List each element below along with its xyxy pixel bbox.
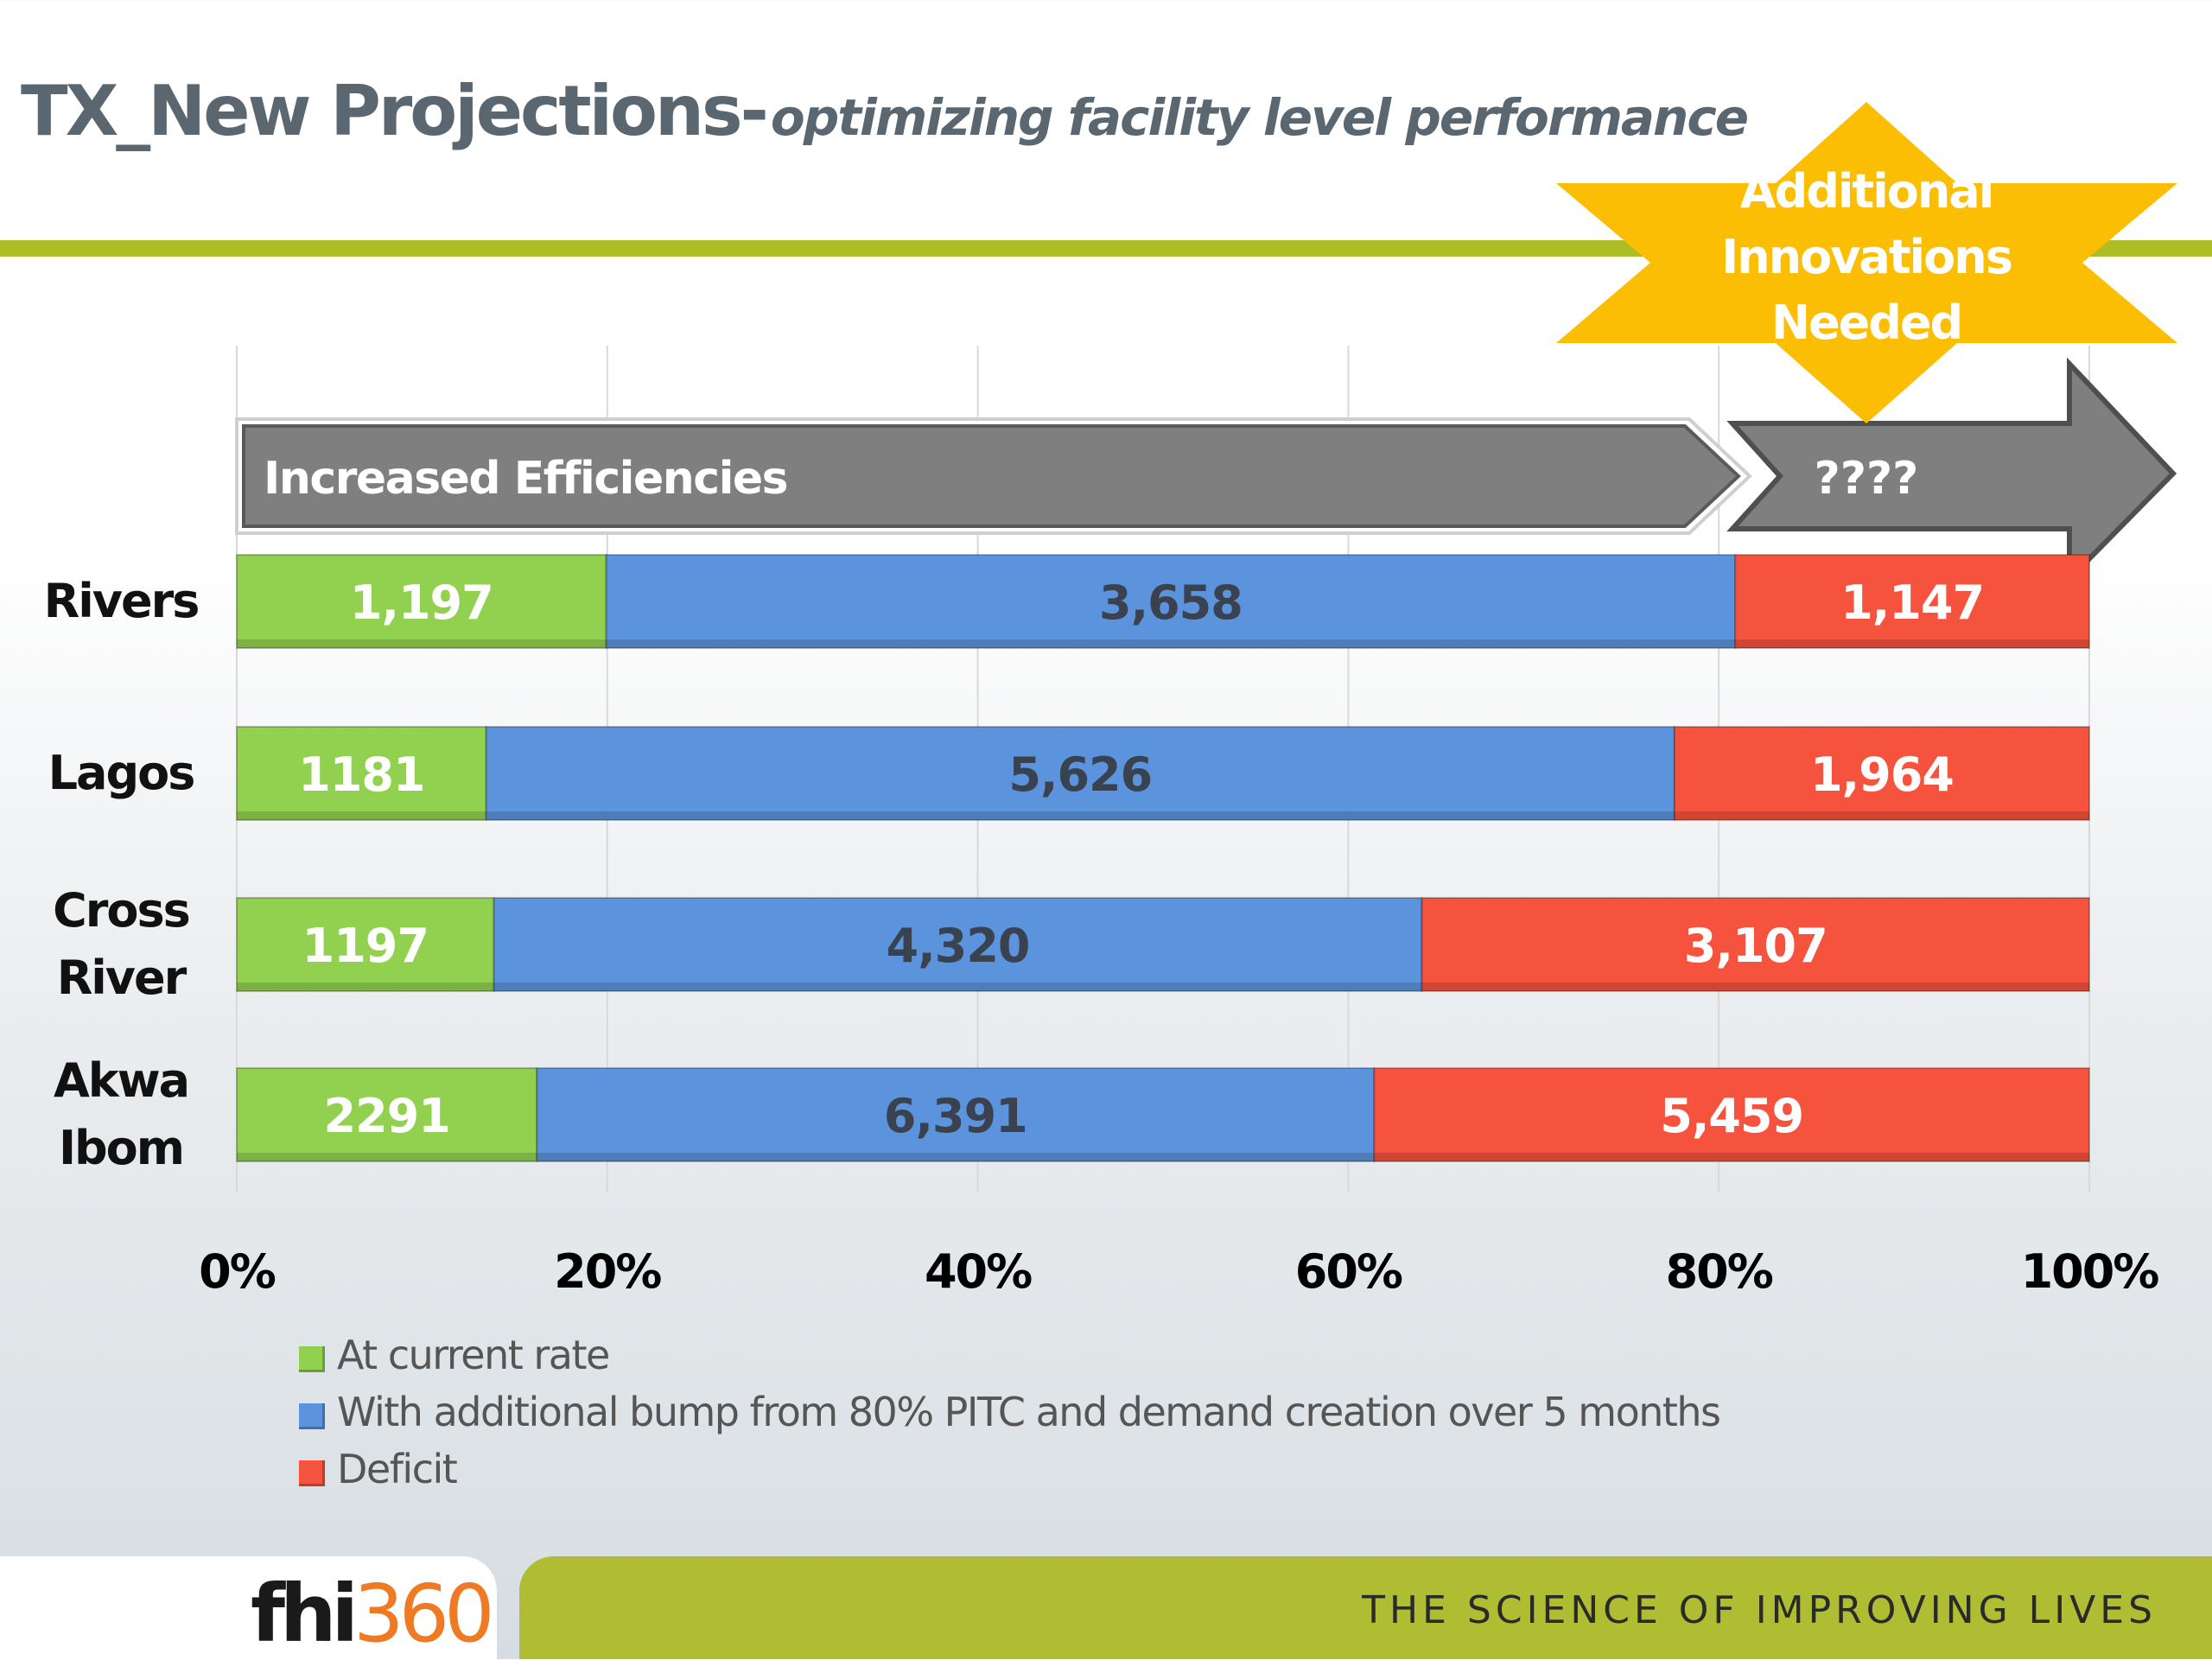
bar-bevel [237,811,486,820]
bar-data-label: 5,626 [1008,747,1152,802]
fhi360-logo: fhi360 [251,1568,495,1660]
x-tick-label: 40% [925,1244,1032,1299]
footer-logo-panel [0,1556,497,1659]
arrow-label: Increased Efficiencies [264,453,787,505]
bar-data-label: 1,964 [1810,747,1954,802]
bar-data-label: 1197 [302,919,429,973]
category-label: Cross River [53,883,191,1005]
bars: 1,197 3,658 1,147 1181 5,626 1,964 1197 4,320 3,… [236,554,2091,1162]
star-text-line: Needed [1771,296,1961,350]
footer-band [519,1556,2212,1659]
bar-segment [536,1067,1376,1162]
logo-360: 360 [353,1568,495,1660]
legend-label: With additional bump from 80% PITC and d… [337,1389,1721,1435]
bar-bevel [1674,811,2089,820]
bar-data-label: 2291 [324,1089,450,1143]
bar-bevel [606,639,1736,648]
bar-segment [1373,1067,2090,1162]
bar-segment [605,554,1737,649]
increased-efficiencies-arrow: Increased Efficiencies [235,417,1752,535]
annotation-arrows: Increased Efficiencies???? [235,357,2177,586]
logo-fhi: fhi [251,1568,359,1660]
legend-swatch-green [299,1346,325,1372]
bar-segment [236,1067,538,1162]
arrow-shape [242,424,1741,528]
bar-segment [236,726,487,821]
bar-bevel [1735,639,2089,648]
bar-data-label: 1,147 [1840,576,1984,630]
bar-segment [236,897,495,992]
bar-data-label: 3,107 [1684,919,1827,973]
arrow-shape [1726,357,2177,586]
innovation-star-badge: Additional Innovations Needed [1556,102,2177,423]
bar-data-label: 6,391 [884,1089,1027,1143]
bar-segment [493,897,1423,992]
legend-swatch-blue [299,1403,325,1429]
x-tick-label: 100% [2021,1244,2159,1299]
category-label: Rivers [43,574,200,628]
x-axis-ticks: 0% 20% 40% 60% 80% 100% [199,1244,2160,1299]
x-tick-label: 80% [1666,1244,1773,1299]
bar-bevel [486,811,1675,820]
legend-label: At current rate [337,1332,610,1378]
chart-legend: At current rate With additional bump fro… [299,1326,1721,1498]
bar-data-label: 4,320 [887,919,1030,973]
bar-bevel [1421,983,2089,991]
legend-swatch-red [299,1460,325,1486]
question-arrow: ???? [1726,357,2177,586]
star-text-line: Additional [1740,164,1993,219]
title-main: TX_New Projections- [21,71,769,151]
x-tick-label: 60% [1295,1244,1402,1299]
bar-segment [485,726,1675,821]
bar-data-label: 5,459 [1660,1089,1803,1143]
bar-segment [1673,726,2091,821]
footer-tagline: THE SCIENCE OF IMPROVING LIVES [1362,1588,2157,1632]
star-text-line: Innovations [1721,230,2012,284]
legend-item-current-rate: At current rate [299,1326,1720,1383]
slide-title: TX_New Projections- optimizing facility … [21,71,1749,151]
arrow-label: ???? [1815,453,1919,505]
legend-item-additional-bump: With additional bump from 80% PITC and d… [299,1383,1721,1441]
bar-bevel [237,639,607,648]
bar-bevel [237,983,494,991]
bar-bevel [537,1153,1375,1161]
legend-item-deficit: Deficit [299,1441,1720,1498]
x-tick-label: 0% [199,1244,276,1299]
title-subtitle: optimizing facility level performance [770,88,1749,147]
category-label: Lagos [48,746,196,800]
bar-data-label: 3,658 [1099,576,1243,630]
bar-segment [1734,554,2091,649]
x-tick-label: 20% [554,1244,661,1299]
bar-bevel [237,1153,537,1161]
bar-data-label: 1,197 [350,576,493,630]
legend-label: Deficit [337,1446,458,1492]
bar-segment [1421,897,2090,992]
star-shape [1556,102,2177,423]
bar-bevel [1374,1153,2089,1161]
category-label: Akwa Ibom [53,1053,190,1175]
bar-bevel [493,983,1422,991]
bar-data-label: 1181 [298,747,424,802]
